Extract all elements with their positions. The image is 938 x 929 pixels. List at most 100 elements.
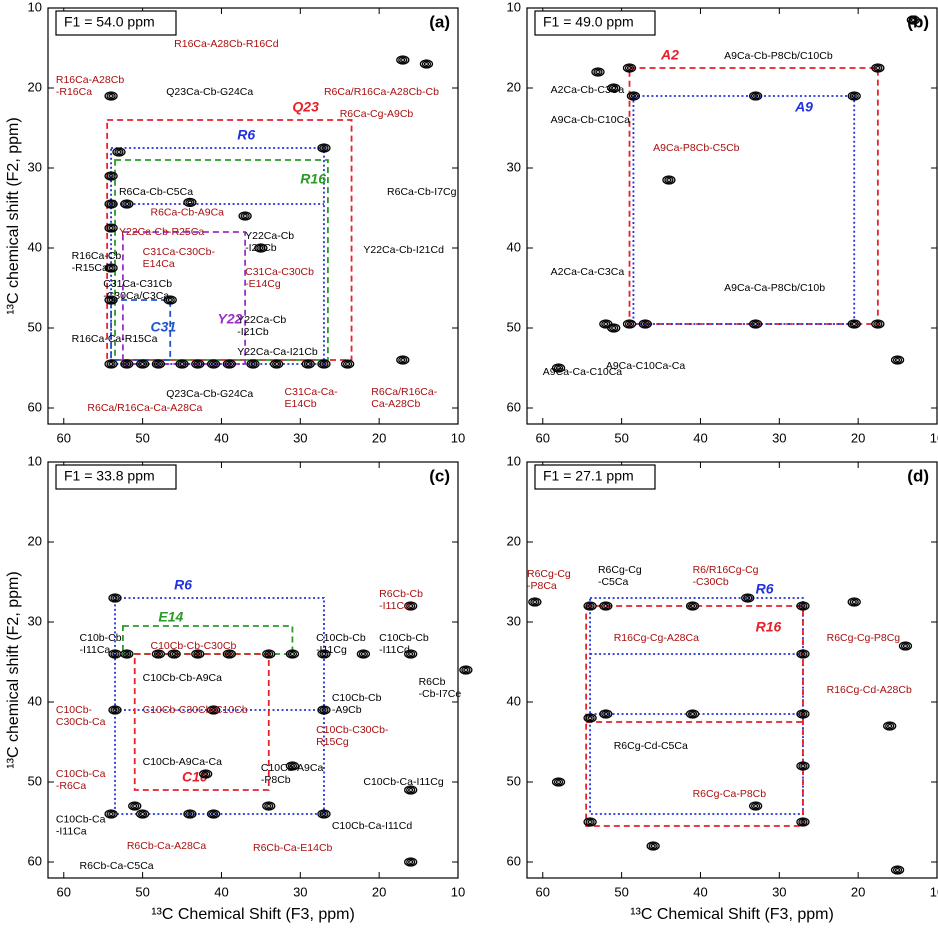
contour [206,809,221,819]
peak-annotation: C10Cb-Ca-I11Cd [332,820,412,832]
contour [404,785,418,795]
contour [875,321,881,327]
contour [648,842,658,850]
contour [139,811,146,817]
contour [583,601,597,611]
peak-annotation: R6Ca/R16Ca-A28Cb-Cb [324,86,439,98]
peak-annotation: A9Ca-Cb-C10Ca [551,114,631,126]
y-tick-label: 20 [507,79,521,94]
peak-annotation: -I11Ce [379,600,410,612]
peak [262,649,276,659]
plot-frame [47,461,459,879]
peak [167,649,181,659]
contour [130,802,140,810]
y-tick-label: 20 [28,533,42,548]
contour [689,711,696,717]
contour [132,803,138,809]
y-tick-label: 40 [507,239,521,254]
peak [646,841,660,851]
box-label: R6 [756,581,774,597]
contour [398,56,408,64]
peak-annotation: R16Ca-Cb [72,250,122,262]
contour [185,198,195,206]
peak [340,359,355,369]
contour [135,809,150,819]
contour [898,641,913,651]
connectivity-box [589,597,804,815]
peak [626,91,641,101]
contour [210,811,217,817]
peak [104,809,118,819]
contour [408,651,414,657]
contour [551,777,566,787]
connectivity-box [110,147,325,365]
peak [317,649,331,659]
peak-annotation: -C30Cb [693,576,729,588]
peak-annotation: -P8Cb [261,774,291,786]
contour [167,297,173,303]
peak [301,359,315,369]
peak-annotation: R6Cb-Ca-E14Cb [253,842,333,854]
contour [321,651,327,657]
peak [847,91,861,101]
peak-annotation: -A9Cb [332,704,362,716]
contour [254,243,268,253]
contour [798,602,808,610]
contour [226,651,232,657]
contour [583,713,597,723]
peak-annotation: A2Ca-Ca-C3Ca [551,266,625,278]
contour [749,91,763,101]
peak [206,705,221,715]
peak [238,211,252,221]
x-tick-label: 50 [135,884,149,899]
peak [622,63,637,73]
peak-annotation: C10Cb-Cb-A9Ca [143,672,223,684]
contour [120,649,134,659]
peak [796,601,810,611]
peak [104,171,118,181]
contour [191,649,205,659]
contour [317,143,331,153]
contour [599,709,613,719]
x-tick-label: 40 [214,884,228,899]
contour [601,602,611,610]
contour [851,93,857,99]
contour [319,706,329,714]
peak [128,801,142,811]
peak [120,359,134,369]
x-tick-label: 50 [614,430,628,445]
contour [317,809,331,819]
x-axis-label: ¹³C Chemical Shift (F3, ppm) [630,906,834,923]
y-tick-label: 50 [507,319,521,334]
contour [110,706,120,714]
contour [206,359,221,369]
peak-annotation: -C30Ca/C3Ca [103,290,169,302]
x-tick-label: 60 [536,430,550,445]
peak-annotation: Q23Ca-Cb-G24Ca [166,388,253,400]
contour [208,360,219,368]
peak-annotation: -I11Ca [80,644,111,656]
contour [796,649,810,659]
peak-annotation: R6Cg-Cd-C5Ca [614,740,688,752]
peak-annotation: Y22Ca-Cb-R25Ca [119,226,204,238]
peak-annotation: -I11Cg [316,644,347,656]
y-axis-label: ¹³C chemical shift (F2, ppm) [5,117,22,314]
peak-annotation: R6Ca-Cb-C5Ca [119,186,193,198]
contour [319,360,329,368]
y-tick-label: 40 [28,693,42,708]
contour [167,649,181,659]
contour [646,841,660,851]
contour [250,361,256,367]
peak-annotation: R6Cg-Cg [598,564,642,576]
contour [206,705,221,715]
peak [206,359,221,369]
peak [404,649,418,659]
contour [356,649,371,659]
contour [741,593,755,603]
contour [169,650,179,658]
contour [851,321,857,327]
x-tick-label: 30 [293,430,307,445]
contour [122,650,132,658]
peak-annotation: R6Cb [419,676,446,688]
peak-annotation: C10Cb-Cb [316,632,366,644]
